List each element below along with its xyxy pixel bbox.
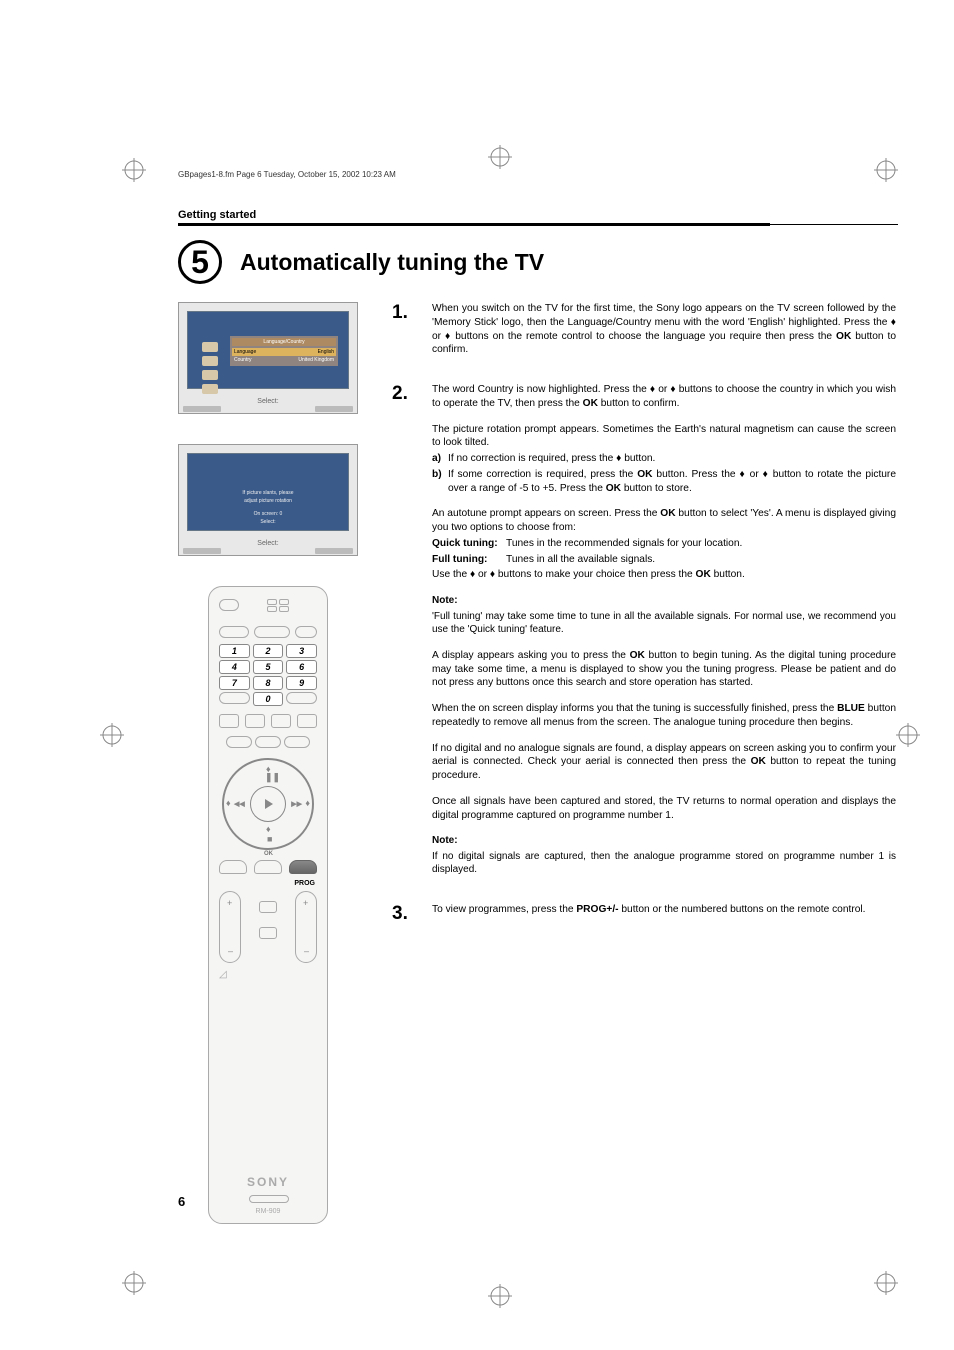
crop-mark [488, 1284, 512, 1308]
model-label: RM-909 [209, 1208, 327, 1215]
step-number: 2. [392, 383, 432, 889]
step-2: 2. The word Country is now highlighted. … [392, 383, 896, 889]
volume-rocker: +– [219, 891, 241, 963]
ok-label: OK [264, 851, 273, 857]
remote-nav-wheel: OK ♦ ❚❚ ■ ♦ ♦ ◀◀ ♦ ▶▶ [222, 758, 314, 850]
crop-mark [874, 1271, 898, 1295]
crop-mark [100, 723, 124, 747]
remote-control-diagram: 123 456 789 0 OK ♦ ❚❚ ■ ♦ ♦ ◀◀ ♦ ▶▶ [208, 586, 328, 1224]
step-1: 1. When you switch on the TV for the fir… [392, 302, 896, 369]
section-rule [178, 223, 770, 226]
prog-rocker: +– [295, 891, 317, 963]
page-number: 6 [178, 1194, 185, 1209]
brand-logo: SONY [209, 1175, 327, 1189]
step-number-circle: 5 [178, 240, 222, 284]
crop-mark [488, 145, 512, 169]
step-number: 1. [392, 302, 432, 369]
note-heading: Note: [432, 594, 896, 608]
step-3: 3. To view programmes, press the PROG+/-… [392, 903, 896, 929]
menu-title: Language/Country [232, 338, 336, 346]
crop-mark [896, 723, 920, 747]
screenshot-footer: Select: [179, 398, 357, 405]
step-number: 3. [392, 903, 432, 929]
crop-mark [122, 158, 146, 182]
remote-button [219, 599, 239, 611]
file-header: GBpages1-8.fm Page 6 Tuesday, October 15… [178, 170, 896, 179]
section-label: Getting started [178, 209, 896, 221]
screenshot-footer: Select: [179, 540, 357, 547]
page-content: GBpages1-8.fm Page 6 Tuesday, October 15… [178, 170, 896, 1224]
tv-screenshot-rotation: If picture slants, please adjust picture… [178, 444, 358, 556]
left-column: Language/Country LanguageEnglish Country… [178, 302, 392, 1224]
page-title: Automatically tuning the TV [240, 249, 544, 276]
volume-icon: ◿ [219, 969, 227, 980]
instructions-column: 1. When you switch on the TV for the fir… [392, 302, 896, 1224]
note-heading: Note: [432, 834, 896, 848]
crop-mark [122, 1271, 146, 1295]
tv-screenshot-language: Language/Country LanguageEnglish Country… [178, 302, 358, 414]
prog-label: PROG [219, 880, 317, 887]
title-row: 5 Automatically tuning the TV [178, 240, 896, 284]
remote-numpad: 123 456 789 [219, 644, 317, 690]
